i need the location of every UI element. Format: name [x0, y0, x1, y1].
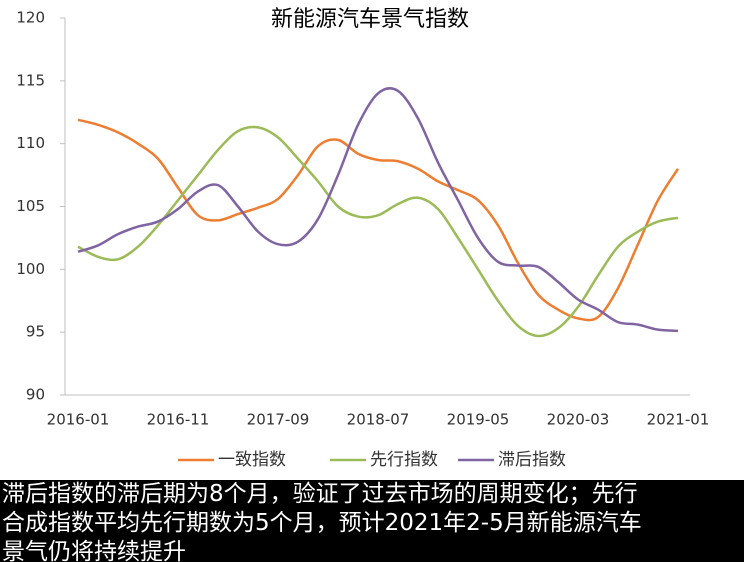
chart-title: 新能源汽车景气指数	[271, 7, 469, 32]
series-line	[77, 125, 679, 338]
x-tick-label: 2019-05	[447, 411, 510, 429]
caption-line: 景气仍将持续提升	[2, 539, 186, 562]
series-line	[77, 87, 679, 333]
caption: 滞后指数的滞后期为8个月，验证了过去市场的周期变化；先行 合成指数平均先行期数为…	[0, 480, 744, 562]
legend-label: 滞后指数	[498, 450, 566, 470]
y-tick-label: 115	[16, 71, 45, 89]
y-tick-label: 120	[16, 9, 45, 27]
x-tick-label: 2017-09	[247, 411, 310, 429]
y-tick-label: 90	[26, 386, 45, 404]
chart: 新能源汽车景气指数 90 95 100 105 110 115 120 2016-01 2016…	[16, 7, 710, 470]
caption-line: 合成指数平均先行期数为5个月，预计2021年2-5月新能源汽车	[2, 510, 642, 536]
y-tick-label: 95	[26, 323, 45, 341]
legend-label: 先行指数	[370, 450, 438, 470]
x-tick-label: 2021-01	[647, 411, 710, 429]
y-tick-label: 105	[16, 197, 45, 215]
y-tick-label: 100	[16, 260, 45, 278]
x-tick-label: 2020-03	[547, 411, 610, 429]
x-tick-label: 2018-07	[347, 411, 410, 429]
y-tick-label: 110	[16, 134, 45, 152]
x-tick-label: 2016-11	[147, 411, 210, 429]
series-line	[77, 118, 680, 322]
caption-line: 滞后指数的滞后期为8个月，验证了过去市场的周期变化；先行	[2, 481, 638, 507]
x-tick-label: 2016-01	[47, 411, 110, 429]
legend-label: 一致指数	[218, 450, 286, 470]
